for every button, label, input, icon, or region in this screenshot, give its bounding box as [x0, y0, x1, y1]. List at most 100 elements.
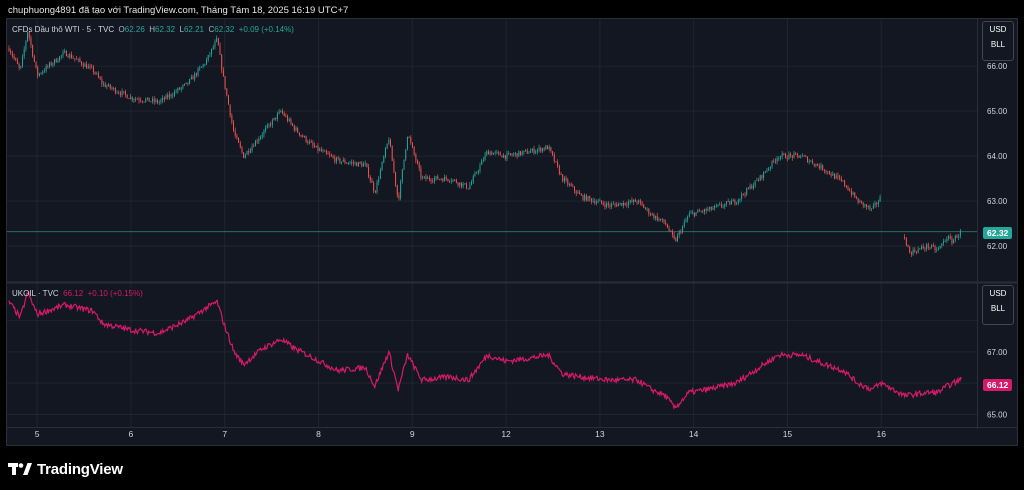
- top-candle-body: [660, 218, 662, 221]
- top-candle-body: [861, 200, 863, 203]
- top-candle-body: [671, 231, 673, 235]
- top-candle-body: [135, 98, 137, 100]
- top-candle-body: [25, 41, 27, 50]
- top-candle-body: [931, 245, 933, 248]
- x-tick-label: 7: [222, 429, 227, 439]
- top-symbol-label[interactable]: CFDs Dầu thô WTI · 5 · TVC: [12, 25, 115, 34]
- top-candle-body: [791, 155, 793, 158]
- top-candle-body: [956, 235, 958, 238]
- top-candle-body: [516, 153, 518, 157]
- top-candle-body: [795, 153, 797, 155]
- top-currency-unit-button[interactable]: USD BLL: [982, 21, 1014, 61]
- top-candle-body: [447, 178, 449, 181]
- top-candle-body: [310, 141, 312, 143]
- top-candle-body: [226, 88, 228, 96]
- top-candle-body: [400, 181, 402, 199]
- top-candle-body: [825, 170, 827, 172]
- top-candle-body: [644, 208, 646, 209]
- top-candle-body: [425, 176, 427, 179]
- top-candle-body: [420, 168, 422, 178]
- top-candle-body: [479, 164, 481, 171]
- top-candle-body: [705, 209, 707, 211]
- top-candle-body: [74, 58, 76, 60]
- top-candle-body: [116, 92, 118, 94]
- top-candle-body: [472, 176, 474, 182]
- top-candle-body: [476, 172, 478, 174]
- top-candle-body: [779, 156, 781, 159]
- top-candle-body: [384, 148, 386, 157]
- top-candle-body: [864, 204, 866, 206]
- bottom-currency-unit-button[interactable]: USD BLL: [982, 285, 1014, 325]
- top-candle-body: [11, 53, 13, 56]
- top-candle-body: [924, 248, 926, 250]
- chart-area[interactable]: 5 6 7 8 9 12 13 14 15 16 62.00 63.00 64.00 65.00 66.00…: [6, 18, 1018, 446]
- top-candle-body: [37, 67, 39, 76]
- top-candle-body: [352, 162, 354, 164]
- top-candle-body: [768, 168, 770, 171]
- chart-svg[interactable]: 5 6 7 8 9 12 13 14 15 16 62.00 63.00 64.00 65.00 66.00…: [7, 19, 1019, 447]
- top-candle-body: [855, 197, 857, 199]
- top-candle-body: [396, 185, 398, 196]
- top-candle-body: [481, 160, 483, 165]
- bottom-symbol-label[interactable]: UKOIL · TVC: [12, 289, 59, 298]
- top-candle-body: [246, 151, 248, 155]
- top-candle-body: [954, 235, 956, 240]
- top-candle-body: [862, 202, 864, 206]
- top-candle-body: [812, 160, 814, 164]
- top-candle-body: [442, 179, 444, 182]
- top-candle-body: [428, 177, 430, 180]
- top-candle-body: [677, 235, 679, 242]
- top-candle-body: [616, 204, 618, 207]
- top-candle-body: [521, 152, 523, 155]
- top-candle-body: [464, 183, 466, 185]
- top-candle-body: [695, 212, 697, 216]
- top-candle-body: [543, 148, 545, 150]
- top-candle-body: [413, 147, 415, 155]
- top-candle-body: [233, 122, 235, 131]
- top-candle-body: [785, 154, 787, 159]
- top-candle-body: [917, 248, 919, 253]
- top-candle-body: [592, 200, 594, 202]
- top-candle-body: [249, 150, 251, 153]
- top-candle-body: [702, 211, 704, 213]
- top-candle-body: [844, 180, 846, 186]
- top-candle-body: [449, 180, 451, 182]
- top-candle-body: [30, 37, 32, 46]
- top-candle-body: [912, 249, 914, 255]
- top-candle-body: [842, 180, 844, 182]
- top-y-tick-label: 66.00: [987, 62, 1008, 71]
- top-candle-body: [253, 146, 255, 148]
- top-candle-body: [124, 91, 126, 95]
- top-candle-body: [236, 135, 238, 138]
- footer-branding[interactable]: TradingView: [8, 459, 123, 479]
- top-candle-body: [119, 93, 121, 95]
- top-candle-body: [709, 206, 711, 210]
- top-candle-body: [790, 154, 792, 156]
- top-candle-body: [260, 136, 262, 140]
- top-candle-body: [915, 251, 917, 253]
- top-candle-body: [761, 175, 763, 179]
- top-candle-body: [324, 150, 326, 152]
- top-candle-body: [638, 200, 640, 203]
- top-candle-body: [133, 99, 135, 101]
- top-candle-body: [939, 245, 941, 249]
- top-candle-body: [35, 61, 37, 68]
- top-candle-body: [97, 73, 99, 78]
- snapshot-header: chuphuong4891 đã tạo với TradingView.com…: [8, 5, 349, 16]
- top-candle-body: [643, 204, 645, 209]
- top-candle-body: [736, 203, 738, 204]
- top-candle-body: [876, 202, 878, 205]
- top-candle-body: [65, 50, 67, 57]
- top-candle-body: [455, 179, 457, 183]
- top-candle-body: [322, 150, 324, 152]
- top-candle-body: [423, 176, 425, 178]
- top-candle-body: [526, 150, 528, 154]
- top-candle-body: [248, 151, 250, 153]
- top-candle-body: [199, 67, 201, 69]
- top-candle-body: [92, 67, 94, 73]
- top-candle-body: [433, 178, 435, 182]
- top-candle-body: [457, 182, 459, 186]
- top-candle-body: [406, 137, 408, 150]
- top-candle-body: [747, 187, 749, 189]
- top-candle-body: [469, 185, 471, 190]
